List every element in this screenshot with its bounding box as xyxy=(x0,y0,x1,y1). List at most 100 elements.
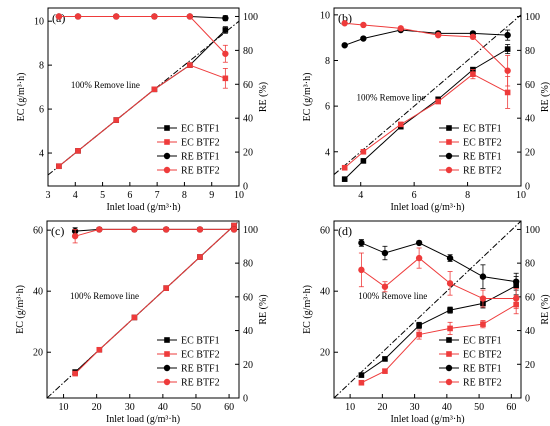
y-tick-label: 20 xyxy=(320,348,330,359)
legend-marker xyxy=(446,337,452,343)
x-tick-label: 10 xyxy=(234,190,244,201)
series-re-btf2 xyxy=(55,13,229,63)
series-re-btf1 xyxy=(358,239,520,291)
y-tick-label: 20 xyxy=(33,348,43,359)
data-point xyxy=(196,226,204,233)
data-point xyxy=(469,33,477,41)
legend-label: RE BTF1 xyxy=(463,364,502,375)
series-line xyxy=(58,15,226,55)
panel-label: (d) xyxy=(338,224,352,238)
y-tick-label: 6 xyxy=(39,105,44,116)
legend-label: RE BTF1 xyxy=(181,364,220,375)
x-tick-label: 10 xyxy=(345,402,355,413)
y-tick-label: 60 xyxy=(320,226,330,237)
legend-entry: RE BTF1 xyxy=(439,152,502,163)
data-point xyxy=(446,280,454,287)
y-axis-label: EC (g/m³·h) xyxy=(302,285,313,334)
y2-tick-label: 40 xyxy=(243,326,253,337)
x-tick-label: 10 xyxy=(59,402,69,413)
legend-marker xyxy=(445,152,453,160)
panel-c: 100% Remove line 10 20 30 40 50 60 20 40 60 0 20 40 6… xyxy=(15,220,269,425)
data-point xyxy=(382,368,388,374)
legend-marker xyxy=(163,378,171,386)
legend-entry: EC BTF2 xyxy=(157,138,220,149)
legend-marker xyxy=(164,351,170,357)
data-point xyxy=(470,71,476,77)
data-point xyxy=(360,148,367,155)
x-tick-label: 8 xyxy=(182,190,187,201)
x-tick-label: 7 xyxy=(155,190,160,201)
legend-entry: EC BTF2 xyxy=(439,350,502,361)
series-line xyxy=(361,257,517,300)
x-tick-label: 5 xyxy=(100,190,105,201)
y-tick-label: 10 xyxy=(34,17,44,28)
series-line xyxy=(361,304,517,384)
y-tick-label: 40 xyxy=(320,287,330,298)
y2-tick-label: 100 xyxy=(525,12,540,23)
y2-tick-label: 0 xyxy=(243,182,248,193)
legend-marker xyxy=(445,166,453,174)
legend-label: RE BTF1 xyxy=(181,152,220,163)
y-tick-label: 4 xyxy=(39,149,44,160)
data-point xyxy=(131,226,138,233)
data-point xyxy=(504,89,511,96)
series-line xyxy=(361,242,517,283)
x-axis-label: Inlet load (g/m³·h) xyxy=(390,414,464,425)
y2-tick-label: 20 xyxy=(525,148,535,159)
legend-entry: EC BTF1 xyxy=(439,336,502,347)
data-point xyxy=(447,325,453,332)
data-point xyxy=(358,372,365,378)
reference-line xyxy=(48,20,239,176)
legend-marker xyxy=(164,337,170,343)
y-axis-label: EC (g/m³·h) xyxy=(15,285,26,334)
data-point xyxy=(231,222,237,229)
legend-label: RE BTF2 xyxy=(181,378,220,389)
legend-label: EC BTF2 xyxy=(181,138,220,149)
legend-entry: EC BTF2 xyxy=(439,138,502,149)
series-re-btf2 xyxy=(341,20,511,87)
y-tick-label: 60 xyxy=(33,226,43,237)
legend-label: EC BTF1 xyxy=(181,336,220,347)
legend-entry: RE BTF1 xyxy=(157,152,220,163)
y-tick-label: 10 xyxy=(320,10,330,21)
legend-label: EC BTF1 xyxy=(181,124,220,135)
data-point xyxy=(72,370,78,377)
y2-axis-label: RE (%) xyxy=(258,294,269,324)
data-point xyxy=(222,27,229,33)
panel-label: (c) xyxy=(51,224,64,238)
data-point xyxy=(479,295,487,302)
series-line xyxy=(58,64,226,167)
legend-marker xyxy=(446,125,452,131)
series-line xyxy=(344,29,508,46)
x-tick-label: 10 xyxy=(516,190,526,201)
data-point xyxy=(222,14,229,22)
legend-marker xyxy=(163,364,171,372)
series-ec-btf2 xyxy=(358,295,519,386)
data-point xyxy=(447,307,453,313)
data-point xyxy=(416,331,422,338)
y2-tick-label: 60 xyxy=(243,292,253,303)
data-point xyxy=(341,20,348,27)
y2-tick-label: 60 xyxy=(243,80,253,91)
x-tick-label: 50 xyxy=(191,402,201,413)
data-point xyxy=(512,295,520,302)
data-point xyxy=(512,278,520,285)
y2-axis-label: RE (%) xyxy=(540,82,550,112)
data-point xyxy=(358,266,365,274)
y-tick-label: 8 xyxy=(39,61,44,72)
series-re-btf1 xyxy=(55,13,229,22)
data-point xyxy=(341,164,348,171)
data-point xyxy=(96,346,103,353)
data-point xyxy=(96,226,103,233)
legend-marker xyxy=(164,139,170,145)
series-ec-btf2 xyxy=(56,62,229,170)
legend-entry: EC BTF1 xyxy=(439,124,502,135)
x-tick-label: 40 xyxy=(442,402,452,413)
legend-label: EC BTF2 xyxy=(463,350,502,361)
legend-marker xyxy=(445,364,453,372)
data-point xyxy=(56,163,62,170)
legend-label: RE BTF1 xyxy=(463,152,502,163)
panel-d: 100% Remove line 10 20 30 40 50 60 20 40 60 0 20 40 6… xyxy=(302,220,550,425)
series-line xyxy=(361,285,517,376)
